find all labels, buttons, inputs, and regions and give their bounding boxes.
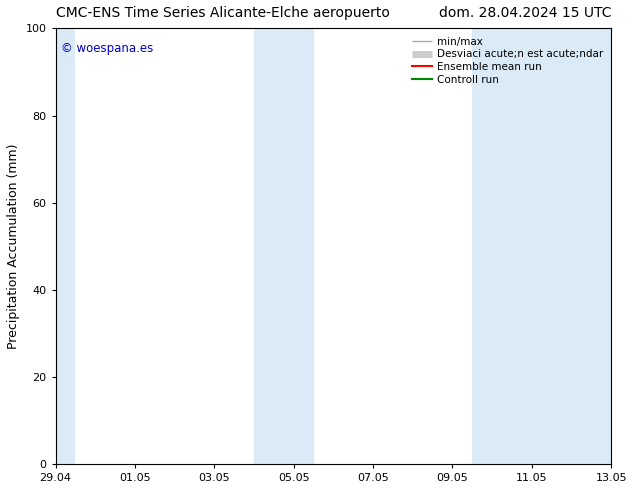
- Text: CMC-ENS Time Series Alicante-Elche aeropuerto: CMC-ENS Time Series Alicante-Elche aerop…: [56, 6, 389, 20]
- Legend: min/max, Desviaci acute;n est acute;ndar, Ensemble mean run, Controll run: min/max, Desviaci acute;n est acute;ndar…: [408, 34, 606, 88]
- Text: © woespana.es: © woespana.es: [61, 42, 153, 54]
- Y-axis label: Precipitation Accumulation (mm): Precipitation Accumulation (mm): [7, 144, 20, 349]
- Bar: [56, 28, 75, 464]
- Text: dom. 28.04.2024 15 UTC: dom. 28.04.2024 15 UTC: [439, 6, 611, 20]
- Bar: [254, 28, 314, 464]
- Bar: [472, 28, 611, 464]
